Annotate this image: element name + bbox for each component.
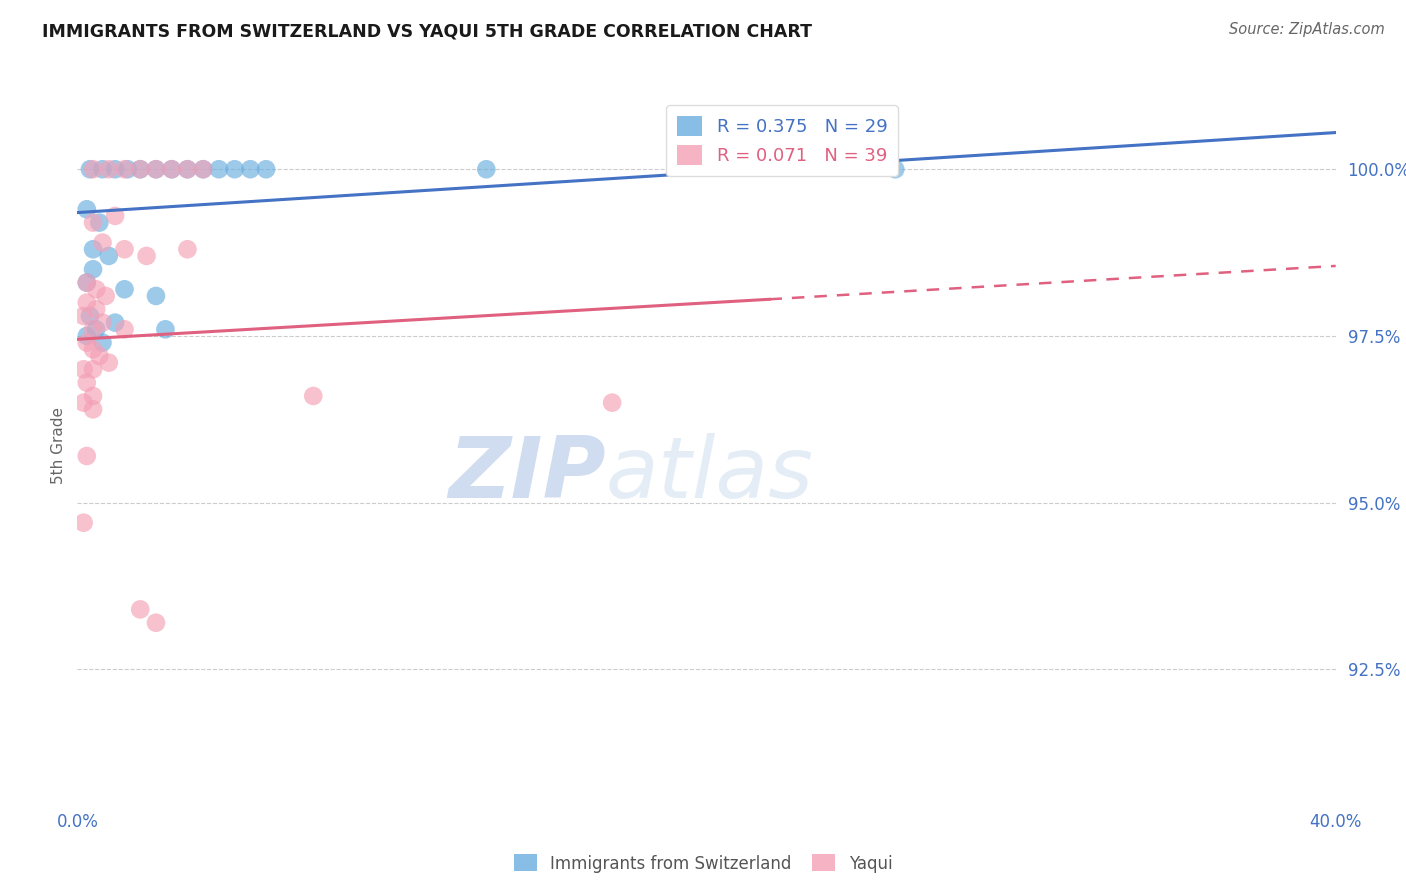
- Point: [72, 362, 94, 376]
- Point: [224, 162, 246, 177]
- Point: [72, 309, 94, 323]
- Point: [191, 162, 215, 177]
- Point: [89, 349, 111, 363]
- Text: ZIP: ZIP: [449, 433, 606, 516]
- Point: [76, 449, 98, 463]
- Point: [82, 322, 104, 336]
- Point: [176, 162, 198, 177]
- Point: [114, 322, 136, 336]
- Point: [176, 242, 198, 256]
- Text: atlas: atlas: [606, 433, 814, 516]
- Text: Source: ZipAtlas.com: Source: ZipAtlas.com: [1229, 22, 1385, 37]
- Point: [76, 276, 98, 290]
- Legend: Immigrants from Switzerland, Yaqui: Immigrants from Switzerland, Yaqui: [508, 847, 898, 880]
- Point: [72, 395, 94, 409]
- Point: [76, 276, 98, 290]
- Point: [160, 162, 183, 177]
- Point: [97, 162, 120, 177]
- Point: [104, 209, 127, 223]
- Point: [82, 402, 104, 417]
- Point: [91, 316, 114, 330]
- Point: [91, 335, 114, 350]
- Y-axis label: 5th Grade: 5th Grade: [51, 408, 66, 484]
- Point: [82, 362, 104, 376]
- Point: [145, 289, 167, 303]
- Point: [82, 216, 104, 230]
- Point: [135, 249, 157, 263]
- Point: [155, 322, 177, 336]
- Point: [76, 202, 98, 217]
- Point: [76, 329, 98, 343]
- Point: [239, 162, 262, 177]
- Point: [84, 322, 107, 336]
- Point: [82, 162, 104, 177]
- Point: [129, 162, 152, 177]
- Point: [160, 162, 183, 177]
- Point: [72, 516, 94, 530]
- Legend: R = 0.375   N = 29, R = 0.071   N = 39: R = 0.375 N = 29, R = 0.071 N = 39: [666, 105, 898, 176]
- Point: [117, 162, 139, 177]
- Point: [89, 216, 111, 230]
- Point: [114, 162, 136, 177]
- Point: [76, 376, 98, 390]
- Point: [145, 162, 167, 177]
- Point: [82, 343, 104, 357]
- Point: [84, 302, 107, 317]
- Point: [97, 356, 120, 370]
- Point: [114, 282, 136, 296]
- Point: [79, 162, 101, 177]
- Point: [129, 162, 152, 177]
- Point: [600, 395, 623, 409]
- Point: [79, 309, 101, 323]
- Point: [129, 602, 152, 616]
- Point: [208, 162, 231, 177]
- Point: [91, 162, 114, 177]
- Point: [191, 162, 215, 177]
- Point: [76, 335, 98, 350]
- Point: [76, 295, 98, 310]
- Point: [475, 162, 498, 177]
- Point: [84, 282, 107, 296]
- Point: [145, 615, 167, 630]
- Point: [82, 242, 104, 256]
- Point: [145, 162, 167, 177]
- Point: [82, 389, 104, 403]
- Point: [302, 389, 325, 403]
- Point: [104, 162, 127, 177]
- Point: [91, 235, 114, 250]
- Point: [254, 162, 277, 177]
- Point: [114, 242, 136, 256]
- Point: [176, 162, 198, 177]
- Point: [94, 289, 117, 303]
- Point: [97, 249, 120, 263]
- Point: [82, 262, 104, 277]
- Point: [104, 316, 127, 330]
- Text: IMMIGRANTS FROM SWITZERLAND VS YAQUI 5TH GRADE CORRELATION CHART: IMMIGRANTS FROM SWITZERLAND VS YAQUI 5TH…: [42, 22, 813, 40]
- Point: [884, 162, 907, 177]
